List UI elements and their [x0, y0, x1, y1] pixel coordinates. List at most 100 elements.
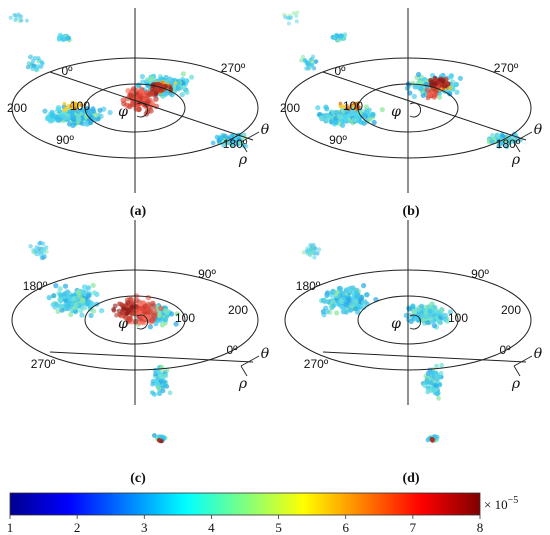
scatter-point [39, 60, 45, 65]
scatter-point [49, 113, 55, 119]
scatter-point [68, 311, 74, 318]
scatter-point [154, 86, 160, 92]
scatter-point [79, 107, 85, 113]
scatter-point [85, 300, 91, 306]
scatter-point [309, 63, 314, 68]
scatter-point [76, 116, 82, 122]
scatter-point [453, 81, 459, 88]
phi-arc [136, 314, 149, 330]
scatter-point [111, 307, 116, 312]
scatter-point [65, 115, 71, 121]
colorbar-tick-label: 3 [141, 520, 148, 535]
scatter-point [436, 319, 442, 325]
ring-label-inner: 100 [448, 311, 468, 325]
scatter-point [39, 248, 45, 253]
scatter-point [330, 303, 337, 309]
scatter-point [80, 298, 86, 304]
ring-label-outer: 200 [280, 101, 300, 115]
scatter-point [79, 312, 85, 318]
theta-label: θ [534, 122, 543, 138]
theta-arrow [513, 355, 533, 367]
radial-axis [322, 351, 527, 363]
scatter-point [150, 300, 156, 307]
scatter-point [67, 121, 73, 127]
scatter-point [31, 63, 36, 68]
scatter-point [120, 97, 127, 103]
scatter-point [71, 104, 75, 108]
scatter-point [13, 13, 18, 18]
scatter-point [286, 21, 291, 26]
scatter-point [504, 144, 510, 150]
scatter-point [86, 292, 92, 298]
scatter-point [324, 106, 330, 112]
scatter-point [236, 137, 242, 143]
scatter-point [308, 242, 313, 248]
scatter-point [334, 289, 340, 295]
scatter-point [330, 298, 336, 304]
scatter-point [436, 395, 441, 401]
scatter-point [489, 139, 495, 145]
scatter-point [28, 244, 33, 249]
radial-axis [49, 351, 254, 363]
scatter-point [81, 305, 88, 311]
scatter-point [71, 297, 77, 303]
scatter-point [36, 56, 41, 61]
scatter-point [448, 86, 453, 90]
scatter-point [162, 317, 168, 323]
scatter-point [75, 289, 81, 295]
scatter-point [341, 306, 347, 312]
scatter-point [457, 75, 463, 81]
caption-c: (c) [130, 471, 146, 486]
scatter-point [291, 11, 296, 16]
scatter-point [355, 293, 361, 299]
scatter-point [128, 93, 135, 99]
scatter-point [181, 85, 187, 91]
scatter-point [440, 78, 446, 83]
scatter-point [173, 81, 178, 85]
scatter-point [81, 284, 88, 290]
scatter-point [306, 66, 311, 71]
scatter-point [91, 308, 97, 314]
scatter-point [149, 317, 156, 324]
scatter-point [299, 58, 304, 63]
scatter-point [62, 108, 66, 112]
scatter-point [127, 316, 133, 323]
scatter-point [448, 74, 454, 80]
colorbar-multiplier: × 10 [484, 497, 508, 512]
angle-label-lower-right: 180º [223, 137, 248, 151]
scatter-point [125, 88, 131, 94]
scatter-point [338, 101, 343, 106]
scatter-point [454, 89, 460, 95]
angle-label-lower-right: 0º [226, 343, 238, 357]
scatter-point [55, 105, 62, 111]
scatter-point [434, 308, 440, 314]
scatter-point [324, 292, 330, 299]
scatter-point [347, 105, 352, 110]
scatter-point [158, 379, 164, 384]
scatter-point [145, 294, 152, 301]
scatter-point [90, 282, 96, 288]
scatter-point [294, 14, 299, 18]
radial-axis [322, 71, 527, 141]
angle-label-top: 90º [471, 267, 489, 281]
scatter-point [25, 64, 31, 70]
scatter-point [316, 247, 322, 252]
scatter-point [93, 112, 99, 118]
scatter-point [295, 10, 300, 15]
scatter-point [361, 112, 367, 118]
scatter-point [34, 252, 39, 257]
colorbar-tick-label: 5 [275, 520, 282, 535]
rho-arrow [240, 141, 248, 153]
scatter-point [313, 246, 318, 251]
scatter-point [349, 301, 355, 307]
scatter-point [68, 110, 74, 116]
caption-a: (a) [130, 204, 147, 219]
scatter-point [149, 90, 155, 96]
scatter-point [87, 109, 93, 115]
scatter-point [447, 90, 453, 97]
scatter-point [56, 36, 62, 42]
angle-label-right: 180º [23, 279, 48, 293]
scatter-point [164, 310, 170, 316]
scatter-point [150, 381, 156, 387]
scatter-point [38, 252, 44, 257]
